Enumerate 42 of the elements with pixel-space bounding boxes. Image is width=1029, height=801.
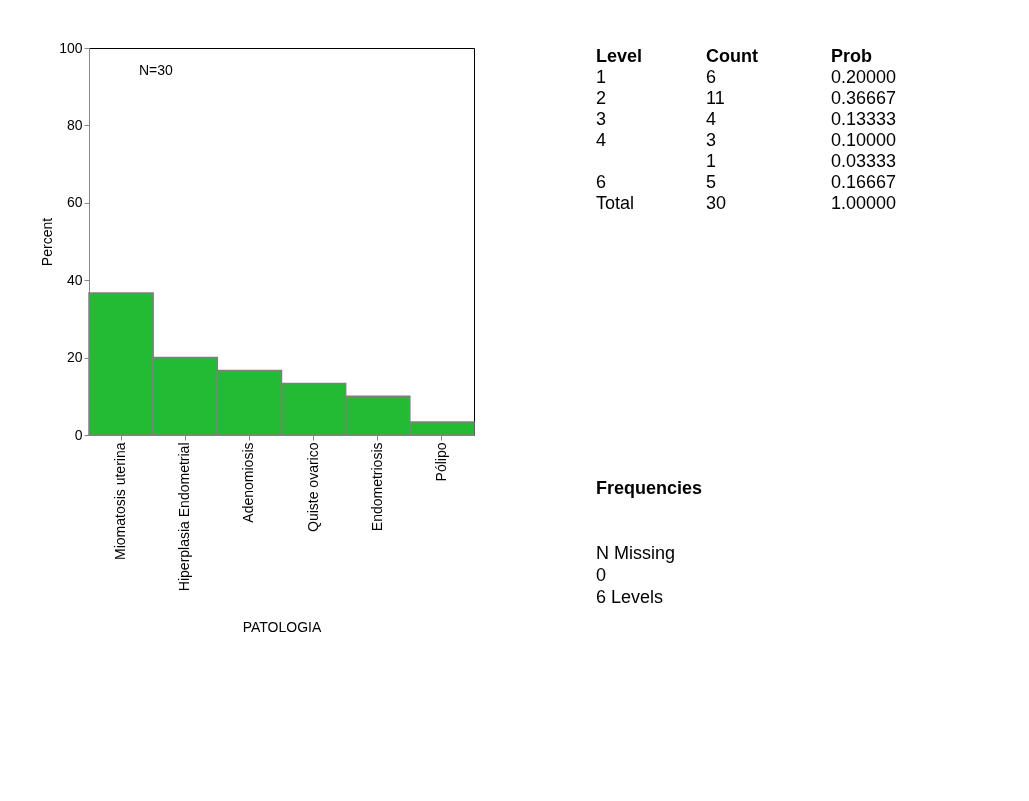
text: 1 — [706, 151, 717, 171]
x-axis-title: PATOLOGIA — [242, 619, 322, 636]
text: 0 — [596, 565, 607, 585]
text: 6 — [596, 172, 607, 192]
text: 11 — [706, 88, 725, 108]
text: 1.00000 — [831, 193, 897, 213]
text: 5 — [706, 172, 717, 192]
text: 0.36667 — [831, 88, 897, 108]
text: 0.20000 — [831, 67, 897, 87]
text: 4 — [596, 130, 607, 150]
text: 0.16667 — [831, 172, 897, 192]
text: 3 — [596, 109, 607, 129]
text: Prob — [831, 46, 873, 66]
y-tick-label: 80 — [66, 116, 83, 133]
text: Frequencies — [596, 478, 703, 498]
text: Count — [706, 46, 758, 66]
y-tick-label: 100 — [59, 39, 83, 56]
y-tick-label: 0 — [74, 426, 83, 443]
text: Total — [596, 193, 635, 213]
text: 2 — [596, 88, 607, 108]
text: 1 — [596, 67, 607, 87]
x-tick-label: Pólipo — [432, 442, 449, 482]
text: 30 — [706, 193, 727, 213]
text: Level — [596, 46, 643, 66]
text: N Missing — [596, 543, 676, 563]
y-axis-title: Percent — [39, 217, 56, 267]
text: 0.13333 — [831, 109, 897, 129]
annotation: N=30 — [139, 62, 174, 78]
text: 6 Levels — [596, 587, 664, 607]
text: 6 — [706, 67, 717, 87]
text: 0.03333 — [831, 151, 897, 171]
y-tick-label: 40 — [66, 271, 83, 288]
text: 4 — [706, 109, 717, 129]
y-tick-label: 20 — [66, 349, 83, 366]
x-tick-label: Endometriosis — [368, 442, 385, 532]
x-tick-label: Quiste ovarico — [304, 442, 321, 532]
x-tick-label: Hiperplasia Endometrial — [176, 442, 193, 592]
x-tick-label: Miomatosis uterina — [112, 442, 129, 560]
x-tick-label: Adenomiosis — [240, 442, 257, 523]
y-tick-label: 60 — [66, 194, 83, 211]
text: 0.10000 — [831, 130, 897, 150]
text: 3 — [706, 130, 717, 150]
